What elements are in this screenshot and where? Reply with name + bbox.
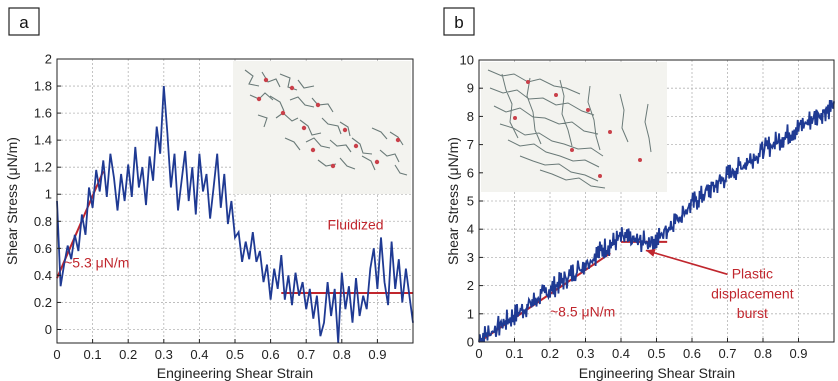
panel-b-x-tick-label: 0.6 — [683, 346, 701, 361]
panel-a-y-tick-label: 0.2 — [34, 295, 52, 310]
panel-a-x-tick-label: 0.4 — [190, 347, 208, 362]
panel-a-x-tick-label: 0.3 — [155, 347, 173, 362]
panel-b-y-axis-label: Shear Stress (μN/m) — [445, 137, 461, 265]
panel-a-y-tick-label: 0.6 — [34, 241, 52, 256]
panel-b-inset-nodes — [513, 80, 642, 178]
panel-b-x-tick-label: 0.4 — [612, 346, 630, 361]
panel-a-annotations: ~5.3 μN/m Fluidized — [64, 216, 383, 270]
panel-b-series-line — [478, 99, 835, 343]
panel-b-y-tick-label: 1 — [467, 306, 474, 321]
panel-b-annotation-arrow — [645, 249, 728, 276]
panel-a-x-tick-label: 0.8 — [333, 347, 351, 362]
panel-a-x-tick-label: 0.6 — [262, 347, 280, 362]
panel-b-x-tick-label: 0.7 — [718, 346, 736, 361]
panel-b-annotation-text: displacement — [711, 285, 794, 301]
panel-b-x-ticks: 0 0.1 0.2 0.3 0.4 0.5 0.6 0.7 0.8 0.9 — [475, 338, 808, 361]
panel-a-x-tick-label: 0.1 — [84, 347, 102, 362]
panel-b-y-tick-label: 9 — [467, 81, 474, 96]
panel-b-y-tick-label: 3 — [467, 250, 474, 265]
panel-a-series-line — [56, 85, 414, 344]
panel-b-x-tick-label: 0.3 — [576, 346, 594, 361]
annotation-arrow-shaft — [645, 249, 728, 276]
panel-b-x-tick-label: 0.5 — [647, 346, 665, 361]
panel-b-inset-network — [487, 69, 652, 189]
panel-b-label-box — [443, 7, 475, 36]
panel-a-x-tick-label: 0.9 — [368, 347, 386, 362]
panel-a-y-tick-label: 1 — [45, 187, 52, 202]
panel-a-x-axis-label: Engineering Shear Strain — [157, 365, 313, 381]
panel-b-x-tick-label: 0.1 — [505, 346, 523, 361]
panel-a-y-tick-label: 1.4 — [34, 133, 52, 148]
panel-a-inset-nodes — [256, 77, 401, 169]
panel-b-y-tick-label: 2 — [467, 278, 474, 293]
panel-b-y-tick-label: 5 — [467, 194, 474, 209]
panel-a-x-tick-label: 0.2 — [119, 347, 137, 362]
panel-b-inset — [481, 62, 667, 192]
panel-a: a 0 0.1 0.2 0.3 0.4 0.5 0.6 0.7 0.8 0.9 0 0.2 0.4 0.… — [4, 7, 414, 381]
panel-b-x-tick-label: 0.9 — [789, 346, 807, 361]
panel-a-y-tick-label: 2 — [45, 52, 52, 67]
panel-b: b 0 0.1 0.2 0.3 0.4 0.5 0.6 0.7 0.8 0.9 0 1 2 3 4 5 6 7 8… — [443, 7, 835, 381]
panel-b-label: b — [454, 13, 463, 32]
panel-b-x-axis-label: Engineering Shear Strain — [579, 365, 735, 381]
panel-a-y-ticks: 0 0.2 0.4 0.6 0.8 1 1.2 1.4 1.6 1.8 2 — [34, 52, 61, 337]
panel-a-y-tick-label: 0 — [45, 322, 52, 337]
panel-a-inset — [233, 61, 411, 194]
panel-a-label-box — [8, 7, 40, 36]
panel-b-annotation-text: ~8.5 μN/m — [550, 304, 615, 320]
panel-a-x-tick-label: 0 — [53, 347, 60, 362]
panel-b-annotation-text: Plastic — [732, 266, 773, 282]
panel-a-annotation-text: ~5.3 μN/m — [64, 254, 129, 270]
panel-a-x-tick-label: 0.5 — [226, 347, 244, 362]
panel-b-y-tick-label: 10 — [460, 53, 474, 68]
panel-a-y-tick-label: 0.8 — [34, 214, 52, 229]
panel-a-y-tick-label: 0.4 — [34, 268, 52, 283]
panel-a-inset-network — [244, 69, 408, 176]
panel-a-y-tick-label: 1.6 — [34, 106, 52, 121]
panel-b-y-tick-label: 0 — [467, 335, 474, 350]
panel-b-annotation-text: burst — [737, 305, 768, 321]
panel-b-y-tick-label: 4 — [467, 222, 474, 237]
panel-b-x-tick-label: 0.2 — [541, 346, 559, 361]
panel-a-y-axis-label: Shear Stress (μN/m) — [4, 137, 20, 265]
panel-a-inset-background — [233, 61, 411, 194]
panel-b-y-tick-label: 7 — [467, 137, 474, 152]
panel-a-x-ticks: 0 0.1 0.2 0.3 0.4 0.5 0.6 0.7 0.8 0.9 — [53, 339, 386, 362]
panel-a-label: a — [19, 13, 29, 32]
panel-b-x-tick-label: 0 — [475, 346, 482, 361]
panel-a-y-tick-label: 1.8 — [34, 79, 52, 94]
panel-a-x-tick-label: 0.7 — [297, 347, 315, 362]
panel-b-x-tick-label: 0.8 — [754, 346, 772, 361]
panel-b-y-ticks: 0 1 2 3 4 5 6 7 8 9 10 — [460, 53, 483, 350]
panel-b-y-tick-label: 6 — [467, 165, 474, 180]
panel-a-y-tick-label: 1.2 — [34, 160, 52, 175]
panel-b-y-tick-label: 8 — [467, 109, 474, 124]
panel-b-annotations: ~8.5 μN/m Plastic displacement burst — [550, 266, 794, 321]
panel-a-annotation-text: Fluidized — [328, 216, 384, 232]
annotation-arrow-head — [645, 249, 656, 257]
